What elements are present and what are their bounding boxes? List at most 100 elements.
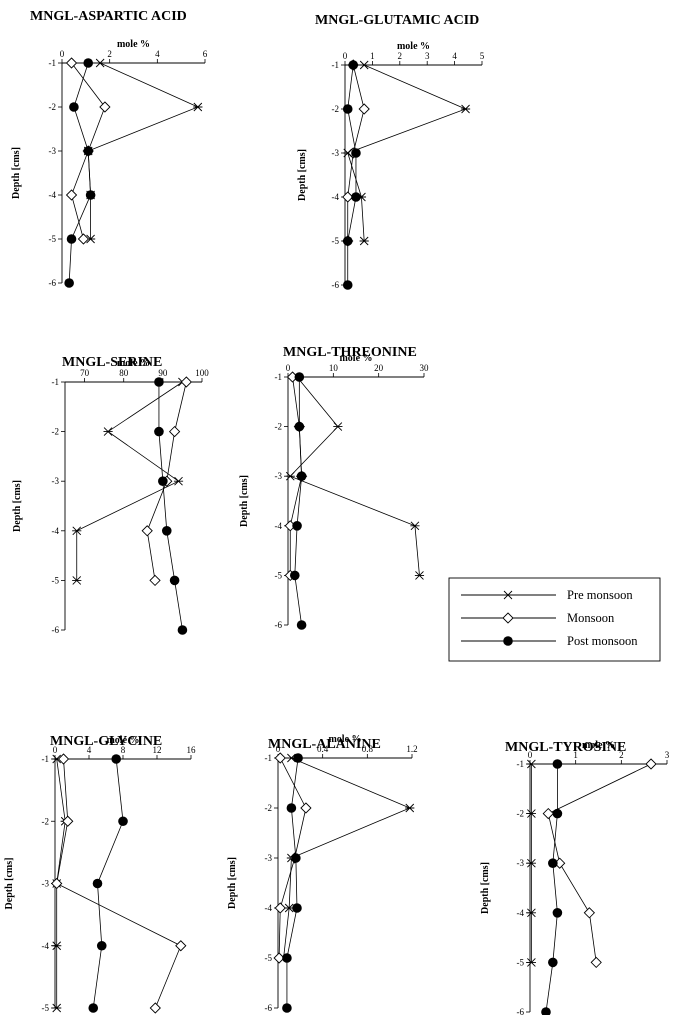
y-tick-label: -1 xyxy=(42,754,50,764)
legend-label: Post monsoon xyxy=(567,634,638,648)
data-point-diamond xyxy=(99,101,111,113)
data-point-dot xyxy=(83,146,94,156)
data-point-dot xyxy=(64,278,74,288)
data-point-diamond xyxy=(168,425,181,438)
data-point-dot xyxy=(66,234,77,244)
x-tick-label: 0 xyxy=(276,744,281,754)
data-point-dot xyxy=(292,903,302,913)
y-tick-label: -4 xyxy=(52,526,60,536)
y-tick-label: -3 xyxy=(52,476,60,486)
y-tick-label: -3 xyxy=(332,148,340,158)
data-point-dot xyxy=(552,759,563,769)
data-point-diamond xyxy=(65,189,78,201)
y-tick-label: -4 xyxy=(517,908,525,918)
data-point-diamond xyxy=(51,877,63,890)
data-point-star xyxy=(405,803,415,813)
chart-title: MNGL-TYROSINE xyxy=(505,740,626,755)
x-axis-label: mole % xyxy=(397,41,430,52)
data-point-dot xyxy=(83,58,94,68)
y-tick-label: -6 xyxy=(517,1007,525,1015)
series-line xyxy=(283,757,411,959)
y-tick-label: -2 xyxy=(275,422,283,432)
y-tick-label: -1 xyxy=(517,759,525,769)
data-point-dot xyxy=(161,526,172,536)
chart-title: MNGL-THREONINE xyxy=(283,345,417,360)
data-point-dot xyxy=(292,521,302,531)
data-point-dot xyxy=(548,858,558,868)
series-line xyxy=(294,377,303,626)
y-axis-label: Depth [cms] xyxy=(480,862,491,914)
x-tick-label: 0 xyxy=(343,51,348,61)
y-axis-label: Depth [cms] xyxy=(4,858,15,910)
chart-title: MNGL-ALANINE xyxy=(268,737,381,752)
x-axis-label: mole % xyxy=(106,735,139,746)
data-point-star xyxy=(52,941,62,951)
y-tick-label: -6 xyxy=(49,278,57,288)
y-tick-label: -2 xyxy=(42,816,50,826)
data-point-star xyxy=(526,958,536,967)
data-point-diamond xyxy=(65,57,78,69)
x-tick-label: 2 xyxy=(619,750,624,760)
data-point-dot xyxy=(85,190,96,200)
chart-title: MNGL-GLUTAMIC ACID xyxy=(315,13,479,28)
data-point-dot xyxy=(351,192,361,202)
data-point-diamond xyxy=(542,807,554,820)
data-point-diamond xyxy=(342,191,354,203)
legend-marker-dot xyxy=(503,636,513,646)
x-tick-label: 4 xyxy=(87,745,92,755)
y-tick-label: -4 xyxy=(42,941,50,951)
y-tick-label: -5 xyxy=(52,575,60,585)
series-line xyxy=(87,62,199,239)
series-line xyxy=(347,64,467,242)
y-tick-label: -1 xyxy=(265,753,273,763)
x-axis-label: mole % xyxy=(117,358,150,369)
y-tick-label: -5 xyxy=(332,236,340,246)
y-tick-label: -5 xyxy=(49,234,57,244)
data-point-diamond xyxy=(149,574,161,587)
data-point-dot xyxy=(293,753,303,763)
y-tick-label: -1 xyxy=(332,60,340,70)
x-tick-label: 2 xyxy=(107,49,112,59)
y-tick-label: -4 xyxy=(265,903,273,913)
x-tick-label: 80 xyxy=(119,368,129,378)
series-line xyxy=(289,376,420,576)
x-tick-label: 1 xyxy=(370,51,375,61)
legend-box xyxy=(448,577,661,662)
y-tick-label: -2 xyxy=(517,809,525,819)
chart-panel: MNGL-GLUTAMIC ACID 0 1 2 3 4 5 mole % -1 -2 -3 -4 -5… xyxy=(297,13,485,290)
y-tick-label: -3 xyxy=(275,471,283,481)
x-tick-label: 20 xyxy=(374,363,384,373)
data-point-dot xyxy=(69,102,79,112)
data-point-star xyxy=(414,571,425,580)
x-axis-label: mole % xyxy=(117,39,150,50)
y-tick-label: -6 xyxy=(52,625,60,635)
legend: Pre monsoon Monsoon Post monsoon xyxy=(448,577,661,662)
data-point-diamond xyxy=(583,907,596,919)
data-point-dot xyxy=(552,808,563,819)
x-tick-label: 4 xyxy=(155,49,160,59)
x-tick-label: 0 xyxy=(53,745,58,755)
legend-label: Pre monsoon xyxy=(567,588,633,602)
y-tick-label: -2 xyxy=(332,104,340,114)
data-point-dot xyxy=(552,908,563,918)
data-point-dot xyxy=(296,620,307,630)
data-point-star xyxy=(72,576,82,585)
data-point-star xyxy=(410,521,420,531)
data-point-dot xyxy=(290,570,300,581)
data-point-dot xyxy=(342,280,353,290)
chart-panel: MNGL-THREONINE 0 10 20 30 mole % -1 -2 -3 -4 -5 -6 D… xyxy=(239,345,429,630)
series-line xyxy=(286,757,299,1008)
y-axis-label: Depth [cms] xyxy=(12,480,23,532)
x-tick-label: 1 xyxy=(573,750,578,760)
data-point-dot xyxy=(291,853,301,863)
data-point-dot xyxy=(286,803,297,813)
y-tick-label: -5 xyxy=(275,570,283,580)
data-point-star xyxy=(359,60,369,70)
data-point-diamond xyxy=(149,1002,161,1014)
x-tick-label: 0 xyxy=(286,363,291,373)
data-point-star xyxy=(52,1003,62,1013)
data-point-diamond xyxy=(141,525,153,537)
x-tick-label: 0.8 xyxy=(362,744,374,754)
